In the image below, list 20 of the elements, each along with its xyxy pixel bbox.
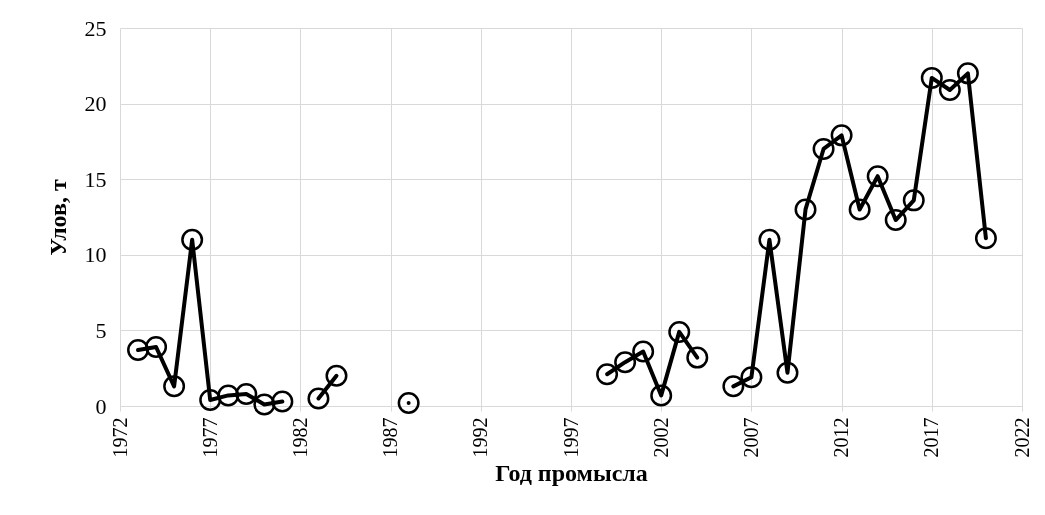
y-axis-title: Улов, т [44,179,71,256]
y-tick-label: 15 [84,166,107,192]
x-tick-label: 1977 [198,417,221,458]
y-tick-label: 10 [84,242,107,268]
y-tick-label: 5 [95,317,107,343]
x-tick-label: 2012 [830,417,853,458]
x-tick-label: 2022 [1010,417,1033,458]
x-axis-title: Год промысла [495,459,648,486]
x-tick-label: 1987 [379,417,402,458]
point [397,392,420,414]
x-tick-label: 2017 [920,417,943,458]
y-tick-label: 0 [95,393,107,419]
x-tick-label: 2007 [739,417,762,458]
x-tick-label: 1992 [469,417,492,458]
x-tick-label: 1997 [559,417,582,458]
x-tick-label: 1982 [288,417,311,458]
x-tick-label: 2002 [649,417,672,458]
y-tick-label: 20 [84,91,107,117]
y-tick-label: 25 [84,15,107,41]
x-tick-label: 1972 [108,417,131,458]
